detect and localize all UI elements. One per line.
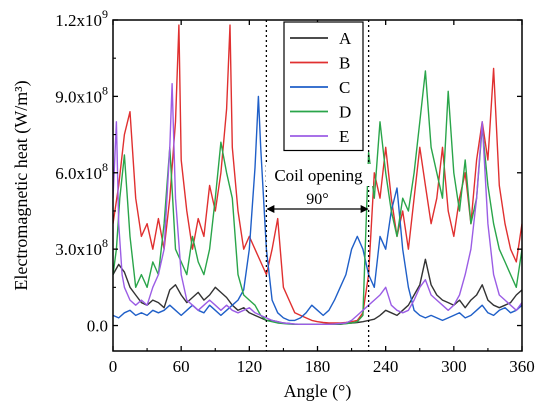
series-line-c	[113, 95, 522, 322]
annotations: Coil opening 90°	[265, 20, 373, 351]
y-tick-label: 3.0x108	[55, 236, 108, 259]
x-tick-label: 180	[305, 357, 331, 376]
legend-label-d: D	[339, 103, 351, 122]
coil-opening-label-bg	[266, 164, 373, 186]
span-label: 90°	[306, 191, 328, 208]
x-axis-label: Angle (°)	[284, 381, 352, 402]
coil-opening-label: Coil opening	[274, 166, 363, 185]
y-tick-label: 0.0	[87, 317, 108, 336]
y-tick-label: 9.0x108	[55, 83, 108, 106]
plot-lines	[113, 24, 522, 325]
legend-label-e: E	[339, 127, 349, 146]
x-tick-label: 240	[373, 357, 399, 376]
x-tick-label: 0	[109, 357, 118, 376]
series-line-e	[113, 82, 522, 325]
ticks: 0 60 120 180 240 300 360 0.0 3.0x108 6.0x108 9.0x1…	[55, 7, 535, 376]
span-label-bg	[300, 190, 335, 206]
series-line-b	[113, 24, 522, 324]
y-tick-label: 1.2x109	[55, 7, 108, 30]
x-tick-label: 360	[509, 357, 535, 376]
x-tick-label: 60	[173, 357, 190, 376]
x-tick-label: 300	[441, 357, 467, 376]
legend-label-b: B	[339, 54, 350, 73]
legend-label-c: C	[339, 78, 350, 97]
legend-label-a: A	[339, 29, 352, 48]
y-axis-label: Electromagnetic heat (W/m³)	[11, 80, 32, 290]
x-tick-label: 120	[237, 357, 263, 376]
y-tick-label: 6.0x108	[55, 160, 108, 183]
